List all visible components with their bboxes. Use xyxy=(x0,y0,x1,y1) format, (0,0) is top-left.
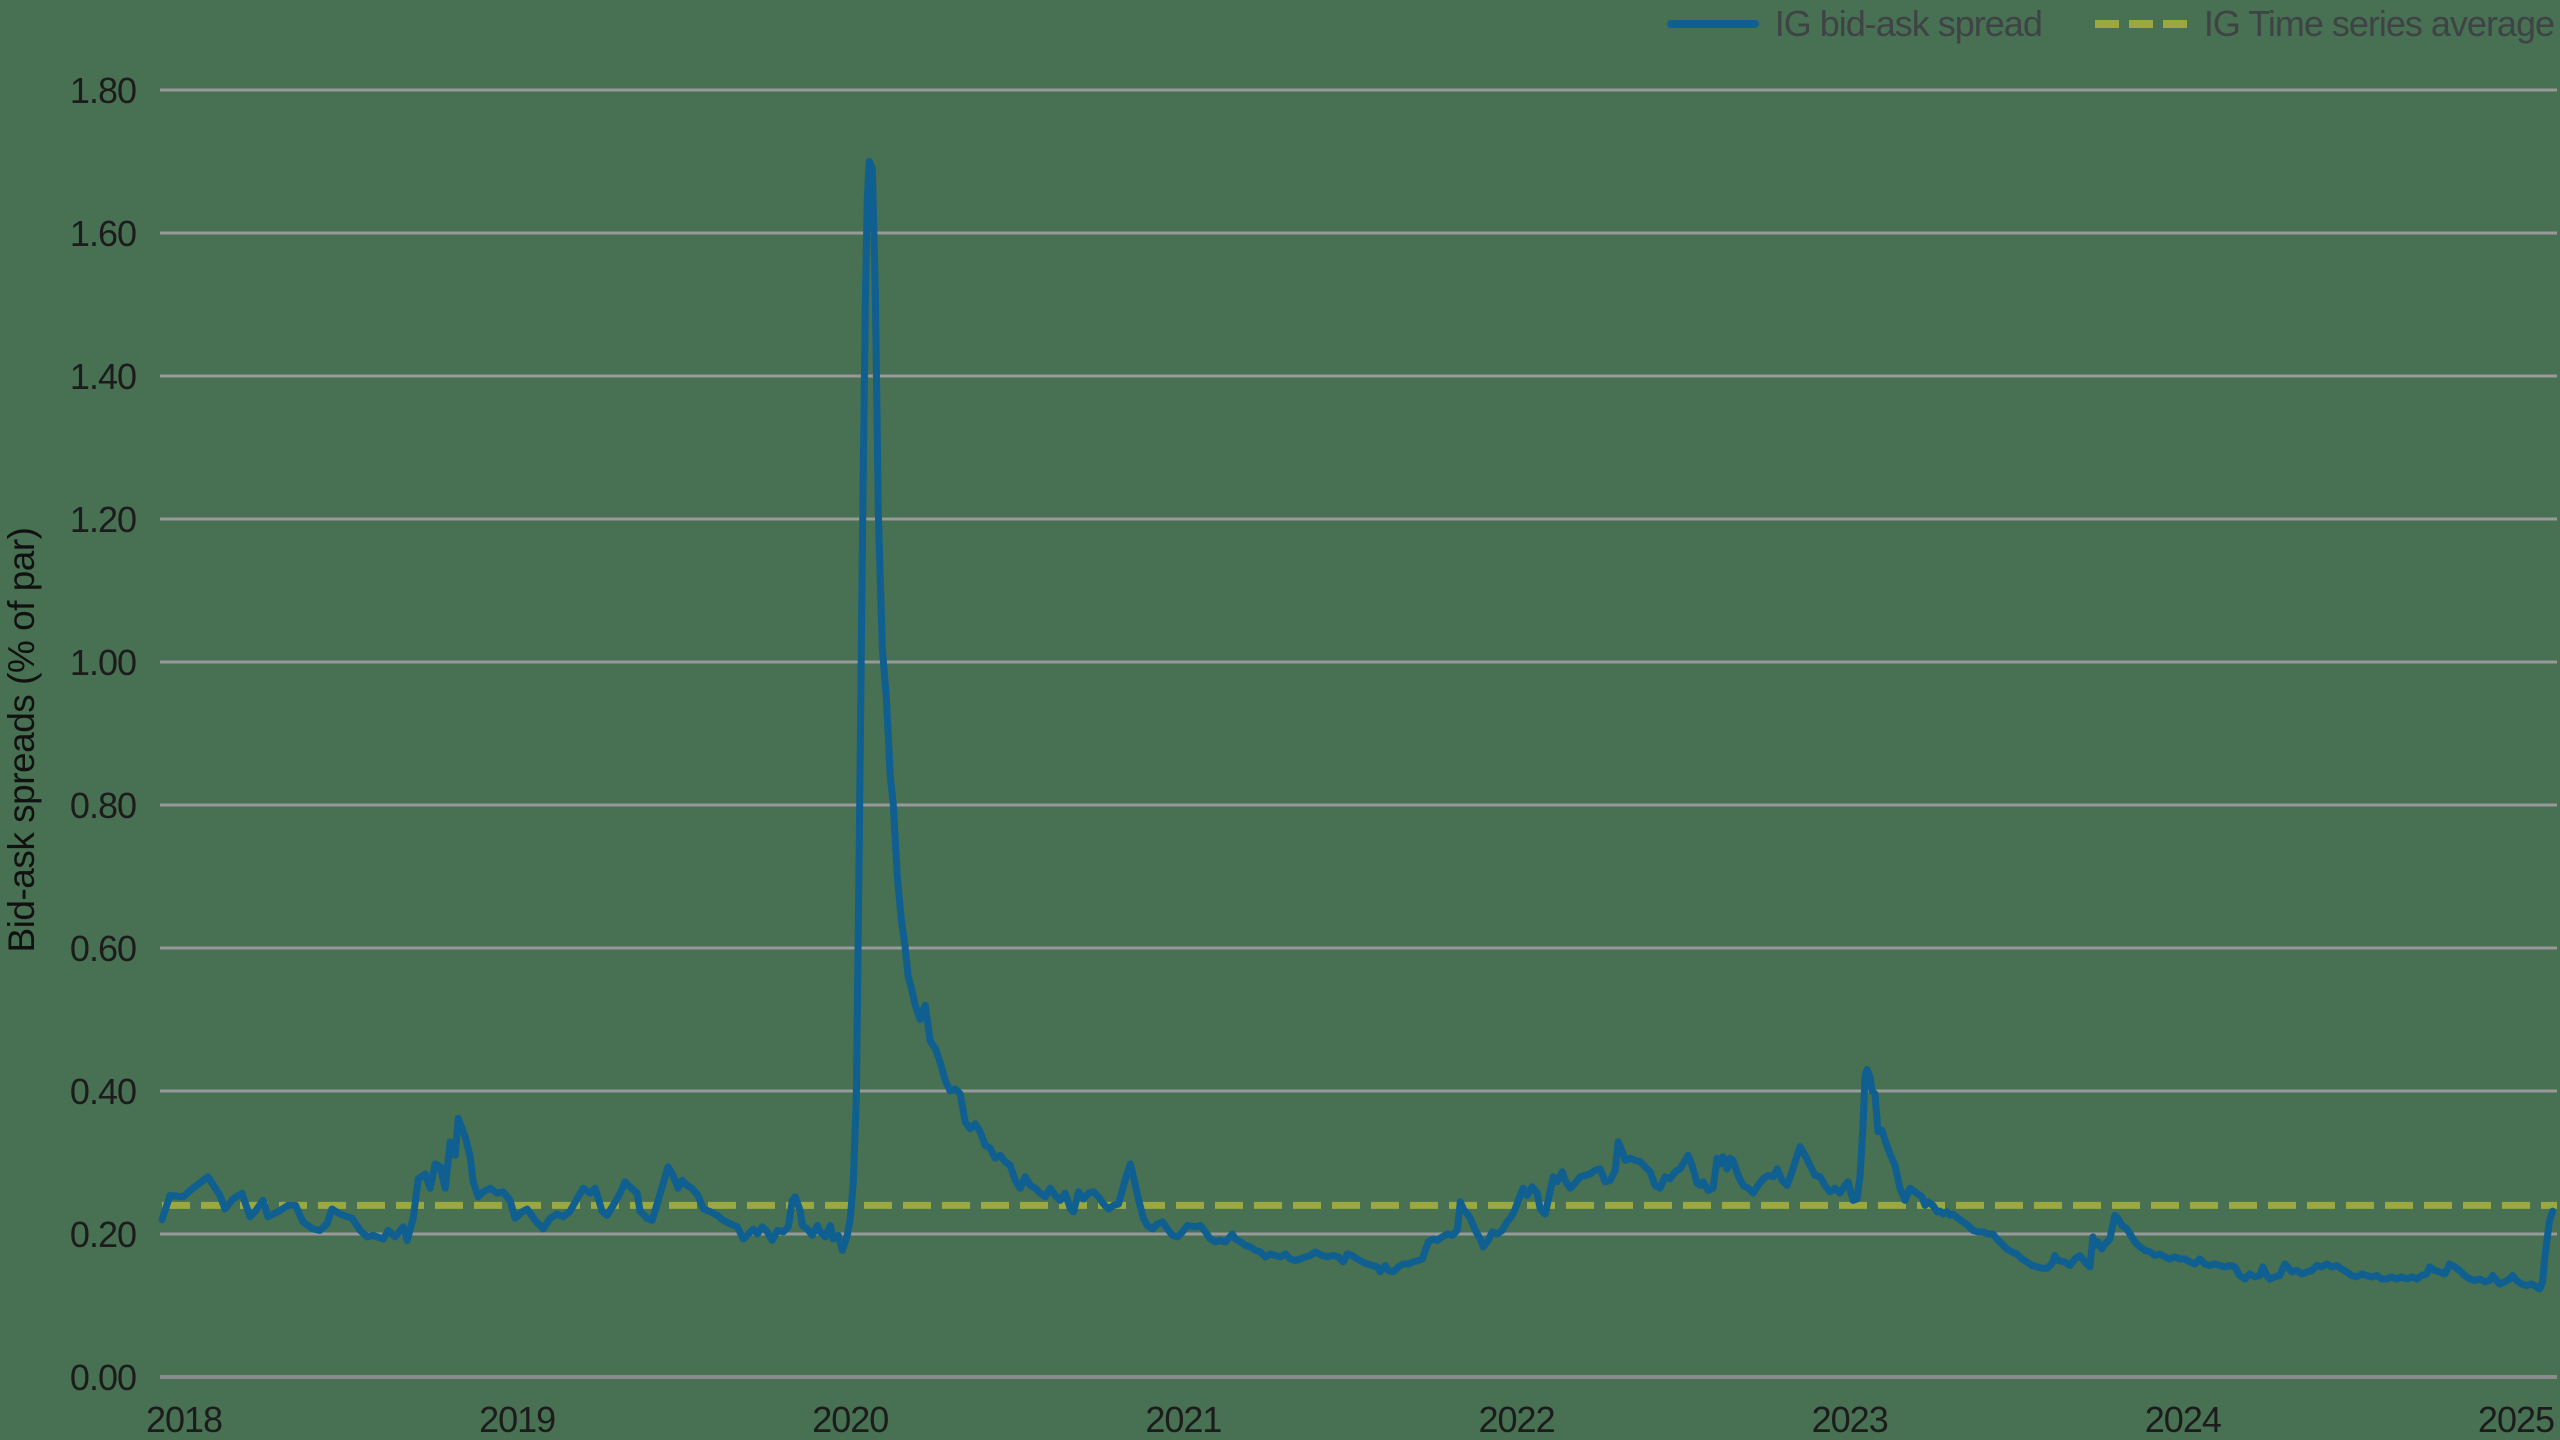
y-tick-label: 0.20 xyxy=(70,1214,136,1255)
dashed-line-swatch-icon xyxy=(2094,20,2187,28)
legend-item-ig-time-series-average: IG Time series average xyxy=(2094,3,2555,45)
gridlines xyxy=(160,88,2557,1379)
legend-label-ig-time-series-average: IG Time series average xyxy=(2203,3,2555,44)
legend: IG bid-ask spread IG Time series average xyxy=(1666,2,2555,46)
x-tick-label: 2020 xyxy=(812,1399,888,1440)
y-axis-title: Bid-ask spreads (% of par) xyxy=(1,527,42,952)
y-tick-label: 0.00 xyxy=(70,1357,136,1398)
y-tick-label: 1.60 xyxy=(70,213,136,254)
x-tick-label: 2018 xyxy=(146,1399,222,1440)
axis-labels: 1.80 1.60 1.40 1.20 1.00 0.80 0.60 0.40 0.20 0.00… xyxy=(70,70,2555,1440)
y-tick-label: 1.40 xyxy=(70,356,136,397)
y-tick-label: 1.00 xyxy=(70,642,136,683)
ig-bid-ask-spread-line xyxy=(158,158,2557,1293)
y-tick-label: 0.60 xyxy=(70,928,136,969)
y-tick-label: 0.40 xyxy=(70,1071,136,1112)
x-tick-label: 2025 xyxy=(2478,1399,2554,1440)
y-tick-label: 1.20 xyxy=(70,499,136,540)
series-lines xyxy=(158,158,2557,1293)
x-tick-label: 2019 xyxy=(479,1399,555,1440)
legend-label-ig-bid-ask-spread: IG bid-ask spread xyxy=(1774,3,2043,44)
x-tick-label: 2021 xyxy=(1145,1399,1221,1440)
legend-item-ig-bid-ask-spread: IG bid-ask spread xyxy=(1666,3,2043,45)
x-tick-label: 2022 xyxy=(1479,1399,1555,1440)
x-tick-label: 2023 xyxy=(1812,1399,1888,1440)
solid-line-swatch-icon xyxy=(1666,20,1759,28)
y-tick-label: 0.80 xyxy=(70,785,136,826)
x-tick-label: 2024 xyxy=(2145,1399,2221,1440)
y-tick-label: 1.80 xyxy=(70,70,136,111)
